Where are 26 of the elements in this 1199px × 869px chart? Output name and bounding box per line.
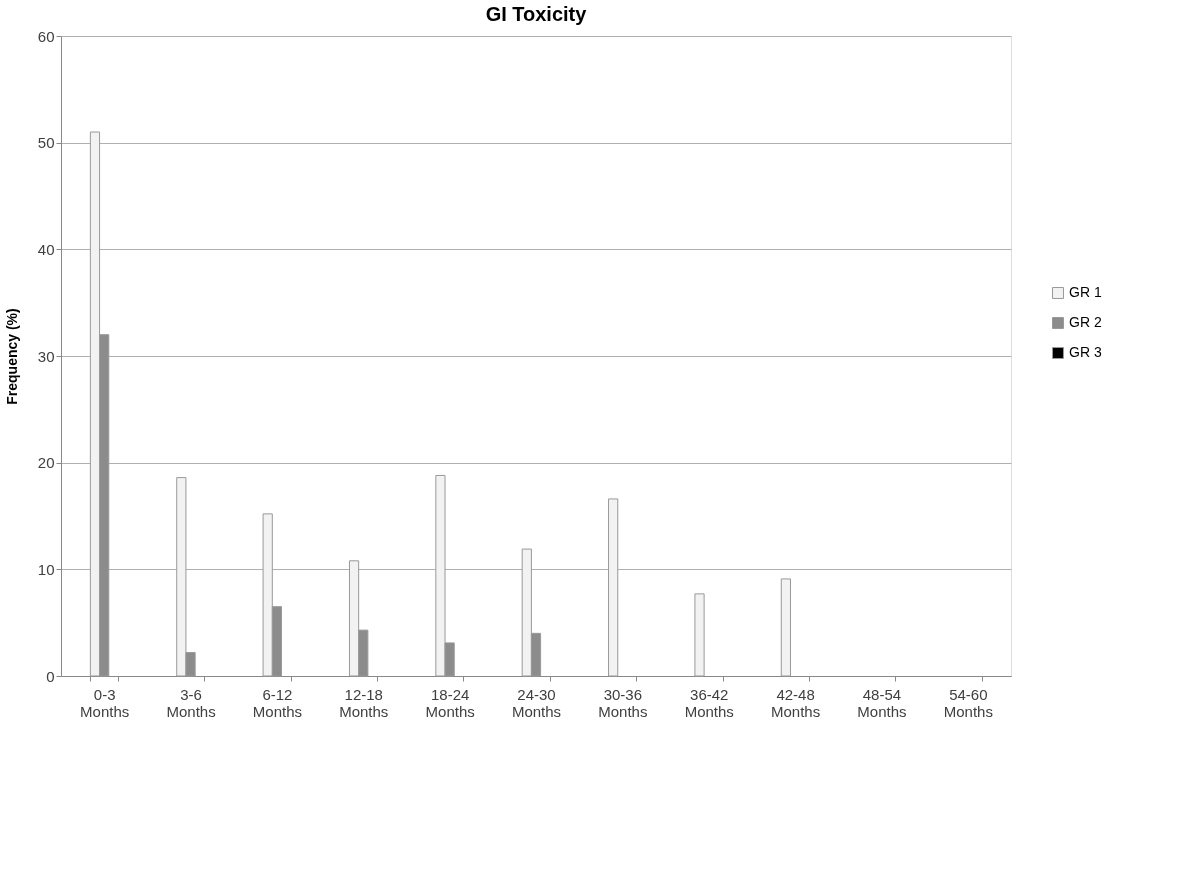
y-tick-label: 50: [37, 134, 55, 152]
x-tick-label: 48-54 Months: [857, 685, 907, 720]
x-tick-label: 12-18 Months: [339, 685, 389, 720]
bar: [780, 578, 791, 677]
x-tick-label: 36-42 Months: [684, 685, 734, 720]
y-axis-title: Frequency (%): [3, 308, 20, 405]
x-tick-label: 24-30 Months: [511, 685, 562, 720]
y-tick-label: 60: [37, 27, 55, 45]
y-tick-label: 30: [37, 347, 55, 365]
x-tick-label: 18-24 Months: [425, 685, 475, 720]
x-tick-label: 0-3 Months: [80, 685, 130, 720]
legend-label: GR 1: [1069, 284, 1102, 300]
y-tick-label: 0: [46, 667, 55, 685]
x-tick-label: 54-60 Months: [943, 685, 993, 720]
y-tick-label: 10: [37, 560, 55, 578]
y-tick-label: 40: [37, 240, 55, 258]
bar: [694, 593, 705, 677]
x-tick-label: 6-12 Months: [252, 685, 303, 720]
y-tick-label: 20: [37, 454, 55, 472]
legend-label: GR 2: [1069, 314, 1102, 330]
chart-title: GI Toxicity: [485, 3, 588, 25]
legend-label: GR 3: [1069, 344, 1102, 360]
x-tick-label: 3-6 Months: [166, 685, 216, 720]
x-tick-label: 30-36 Months: [598, 685, 648, 720]
x-tick-label: 42-48 Months: [770, 685, 821, 720]
bar: [608, 498, 619, 677]
